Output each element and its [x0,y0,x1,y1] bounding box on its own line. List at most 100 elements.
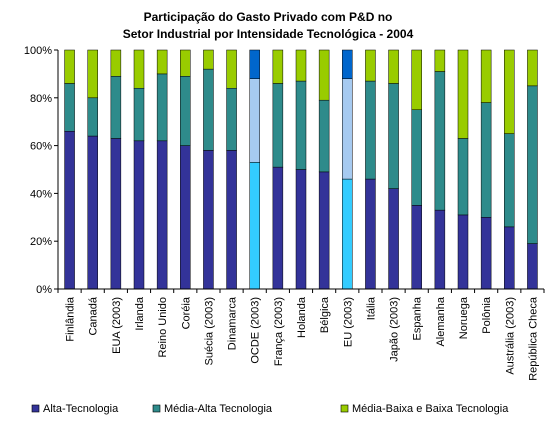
bar-segment-1-11 [295,169,307,290]
category-label: EUA (2003) [111,297,123,354]
legend-label-alta: Alta-Tecnologia [43,403,119,415]
y-tick-label: 40% [30,188,52,200]
y-tick-label: 60% [30,141,52,153]
legend-label-media-baixa: Média-Baixa e Baixa Tecnologia [352,403,509,415]
bar-segment-1-1 [64,131,75,290]
bar-segment-1-16 [411,205,422,290]
category-label: Itália [365,296,377,320]
bar-segment-3-13 [342,49,353,79]
bar-segment-3-3 [110,49,122,77]
legend-swatch-media-baixa [340,404,349,413]
bar-segment-2-11 [295,80,307,170]
bar-segment-1-12 [318,171,330,290]
category-label: Canadá [88,296,100,335]
bar-segment-2-14 [365,80,376,180]
y-tick-label: 20% [30,236,52,248]
category-label: Bélgica [319,296,331,333]
chart-title-line-2: Setor Industrial por Intensidade Tecnoló… [123,27,414,41]
legend: Alta-Tecnologia Média-Alta Tecnologia Mé… [31,403,509,415]
bar-segment-1-17 [434,209,446,290]
bar-segment-3-19 [480,49,492,103]
bar-segment-1-9 [249,162,260,290]
y-axis: 0% 20% 40% 60% 80% 100% [24,45,59,296]
bar-segment-1-6 [180,145,191,290]
bars [64,49,538,290]
bar-segment-1-10 [272,166,284,290]
category-label: Finlândia [65,296,77,342]
bar-segment-3-4 [133,49,145,89]
bar-segment-3-20 [504,49,515,134]
bar-segment-2-15 [388,83,399,189]
category-label: Noruega [458,296,470,339]
legend-swatch-media-alta [152,404,161,413]
bar-segment-1-14 [365,178,376,290]
bar-segment-2-3 [110,76,122,139]
bar-segment-3-7 [203,49,214,70]
y-tick-label: 80% [30,93,52,105]
bar-segment-1-20 [504,226,515,290]
y-tick-label: 0% [36,284,52,296]
bar-segment-3-6 [180,49,191,77]
bar-segment-1-2 [87,135,98,290]
category-label: EU (2003) [342,297,354,347]
legend-swatch-alta [31,404,40,413]
bar-segment-2-2 [87,97,98,137]
bar-segment-2-6 [180,76,191,146]
bar-segment-2-5 [156,73,168,142]
category-label: Alemanha [435,296,447,346]
bar-segment-3-10 [272,49,284,84]
bar-segment-2-7 [203,68,214,151]
bar-segment-1-8 [226,150,237,290]
chart-title-line-1: Participação do Gasto Privado com P&D no [144,10,393,24]
category-label: Irlanda [134,296,146,331]
bar-segment-3-18 [457,49,469,139]
bar-segment-1-13 [342,178,353,290]
category-label: Japão (2003) [389,297,401,362]
bar-segment-2-8 [226,87,237,151]
bar-segment-1-15 [388,188,399,290]
bar-segment-2-9 [249,78,260,163]
category-label: Reino Unido [157,297,169,358]
bar-segment-3-16 [411,49,422,110]
bar-segment-3-9 [249,49,260,79]
bar-segment-3-8 [226,49,237,89]
category-label: Suécia (2003) [203,297,215,366]
bar-segment-3-12 [318,49,330,101]
bar-segment-3-11 [295,49,307,82]
bar-segment-3-1 [64,49,75,84]
bar-segment-2-21 [527,85,538,244]
bar-segment-2-13 [342,78,353,180]
bar-segment-2-17 [434,71,446,211]
bar-segment-2-10 [272,83,284,168]
bar-segment-1-5 [156,140,168,290]
bar-segment-3-17 [434,49,446,72]
category-label: Holanda [296,296,308,338]
category-label: Espanha [412,296,424,340]
category-label: Coréia [180,296,192,329]
bar-segment-3-5 [156,49,168,75]
bar-segment-2-16 [411,109,422,206]
bar-segment-3-2 [87,49,98,99]
bar-segment-2-18 [457,138,469,216]
category-label: França (2003) [273,297,285,366]
bar-segment-3-21 [527,49,538,87]
bar-segment-3-15 [388,49,399,84]
category-label: Polônia [481,296,493,334]
x-axis: Finlândia Canadá EUA (2003) Irlanda Reino Un… [57,288,545,381]
bar-segment-2-12 [318,99,330,173]
category-label: Dinamarca [227,296,239,350]
bar-segment-3-14 [365,49,376,82]
bar-segment-2-1 [64,83,75,132]
bar-segment-2-4 [133,87,145,142]
bar-segment-1-19 [480,217,492,290]
category-label: Austrália (2003) [504,297,516,375]
legend-label-media-alta: Média-Alta Tecnologia [164,403,273,415]
bar-segment-1-4 [133,140,145,290]
bar-segment-1-18 [457,214,469,290]
bar-segment-1-21 [527,243,538,290]
bar-segment-2-20 [504,133,515,228]
category-label: OCDE (2003) [250,297,262,364]
bar-segment-2-19 [480,102,492,218]
bar-segment-1-3 [110,138,122,290]
